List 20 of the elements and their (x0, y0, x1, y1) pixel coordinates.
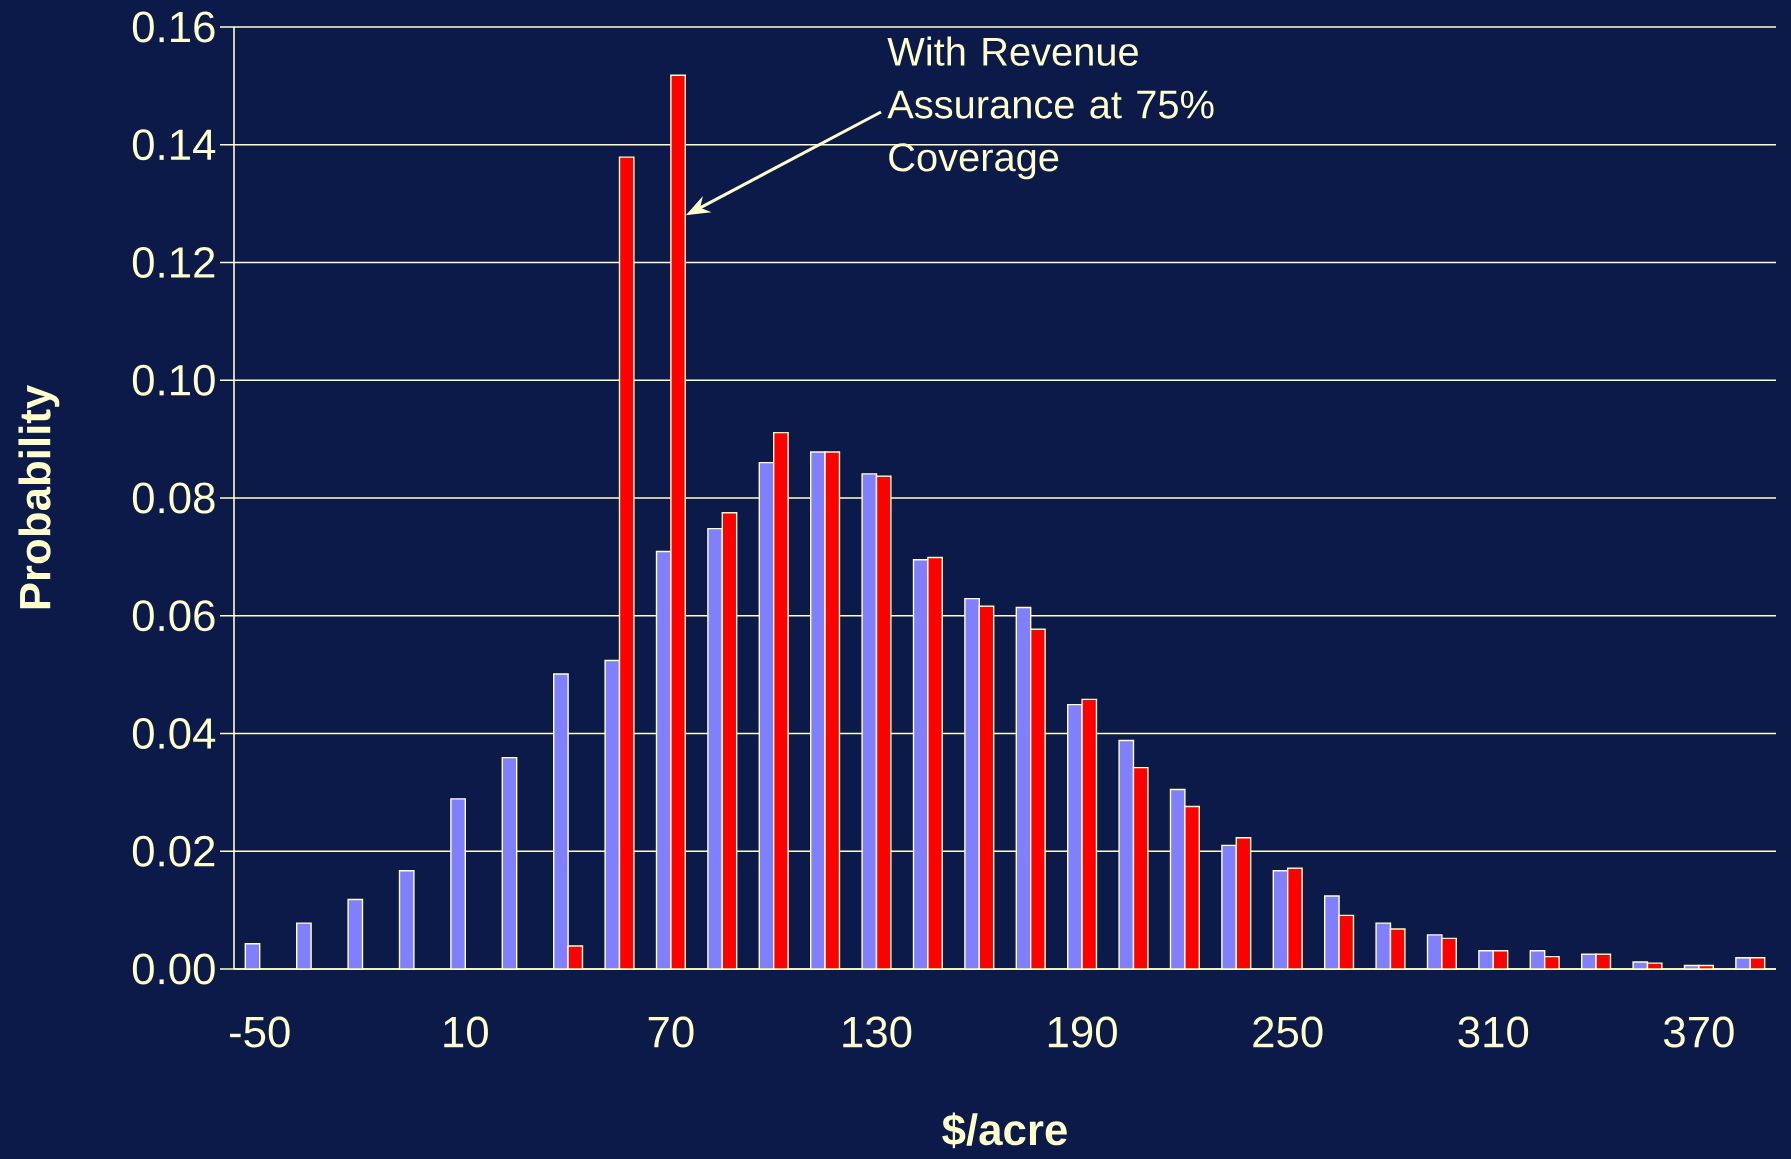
x-tick-label: 250 (1253, 1016, 1323, 1048)
x-tick-label: 370 (1663, 1016, 1734, 1048)
x-tick-label: 310 (1458, 1016, 1529, 1048)
x-axis-title: $/acre (942, 1112, 1067, 1149)
x-tick-label: 10 (444, 1016, 488, 1048)
annotation: With Revenue Assurance at 75% Coverage (887, 36, 1214, 180)
x-tick-label: 190 (1048, 1016, 1117, 1048)
y-tick-label: 0.08 (132, 482, 215, 514)
y-axis-title: Probability (18, 384, 60, 609)
y-tick-label: 0.10 (132, 364, 215, 396)
x-tick-label: 130 (843, 1016, 912, 1048)
x-tick-label: -50 (229, 1016, 290, 1048)
y-tick-label: 0.06 (132, 600, 215, 632)
y-tick-label: 0.02 (132, 835, 215, 867)
y-tick-label: 0.12 (132, 246, 215, 278)
y-tick-label: 0.14 (132, 129, 216, 161)
y-tick-label: 0.04 (132, 717, 216, 750)
x-tick-label: 70 (648, 1016, 694, 1048)
y-tick-label: 0.16 (132, 11, 215, 43)
y-tick-label: 0.00 (132, 953, 215, 985)
